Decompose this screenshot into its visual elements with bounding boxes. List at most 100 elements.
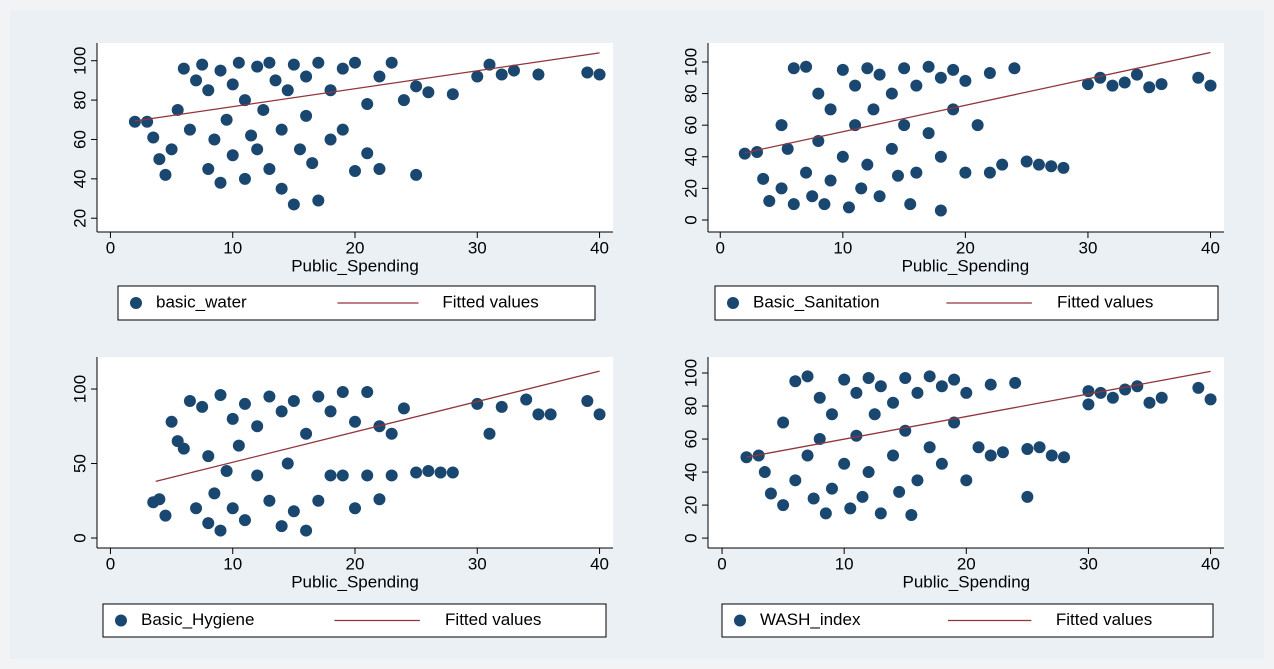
point [983,67,996,80]
point [1155,78,1168,91]
point [1192,71,1205,84]
y-tick-label: 20 [681,496,700,515]
x-tick-label: 40 [590,554,609,573]
point [281,457,294,470]
x-tick-label: 10 [833,238,852,257]
point [885,142,898,155]
point [177,442,190,455]
x-tick-label: 20 [346,554,365,573]
legend-marker [115,614,127,627]
point [891,169,904,182]
point [336,123,349,136]
point [495,68,508,81]
x-tick-label: 30 [468,238,487,257]
point [861,158,874,171]
legend-label: Fitted values [1056,610,1152,629]
point [422,86,435,99]
fitted-line [155,370,600,483]
point [471,397,484,410]
point [349,415,361,428]
point [1094,71,1107,84]
point [899,371,912,384]
point [220,113,233,126]
point [904,198,917,211]
point [385,469,398,482]
legend-label: Fitted values [1057,292,1153,311]
point [373,163,386,175]
point [825,408,838,421]
point [336,62,349,75]
point [812,87,825,100]
point [507,64,520,77]
point [312,390,325,403]
point [947,103,960,116]
point [842,201,855,214]
point [532,408,545,421]
point [1058,451,1071,464]
point [948,373,961,386]
point [410,168,423,181]
point [1094,386,1107,399]
legend-label: Fitted values [445,610,541,629]
point [947,63,960,76]
point [581,394,594,407]
x-tick-label: 0 [717,554,726,573]
y-tick-label: 60 [70,130,89,149]
point [159,168,172,181]
point [202,450,215,463]
point [232,56,245,69]
fitted-line [746,370,1211,458]
point [836,150,849,163]
point [1155,391,1168,404]
point [238,172,251,185]
point [801,370,814,383]
point [202,163,215,175]
point [183,394,196,407]
x-tick-label: 30 [468,554,487,573]
point [324,84,337,97]
point [300,524,313,537]
point [520,393,533,406]
point [873,68,886,81]
point [312,494,325,507]
point [287,198,300,211]
point [263,390,276,403]
point [862,371,875,384]
point [361,386,374,399]
point [593,68,606,81]
point [905,508,918,521]
point [410,80,423,93]
point [275,123,288,136]
plot-area [708,43,1224,232]
point [806,190,819,203]
point [397,94,410,107]
point [581,66,594,79]
point [996,446,1009,459]
point [800,166,813,179]
point [312,56,325,69]
point [893,485,906,498]
point [263,494,276,507]
y-tick-label: 0 [70,533,89,542]
point [887,396,900,409]
point [996,158,1009,171]
point [324,133,337,146]
point [838,373,851,386]
x-tick-label: 40 [1201,554,1220,573]
x-tick-label: 40 [1201,238,1220,257]
point [177,62,190,75]
point [850,386,863,399]
point [251,60,264,73]
legend-label: Fitted values [442,292,538,311]
point [934,71,947,84]
point [984,378,997,391]
point [349,164,361,177]
point [226,149,239,162]
y-tick-label: 40 [681,463,700,482]
point [751,146,764,159]
point [934,204,947,217]
point [281,84,294,97]
point [544,408,557,421]
point [232,439,245,452]
point [960,474,973,487]
